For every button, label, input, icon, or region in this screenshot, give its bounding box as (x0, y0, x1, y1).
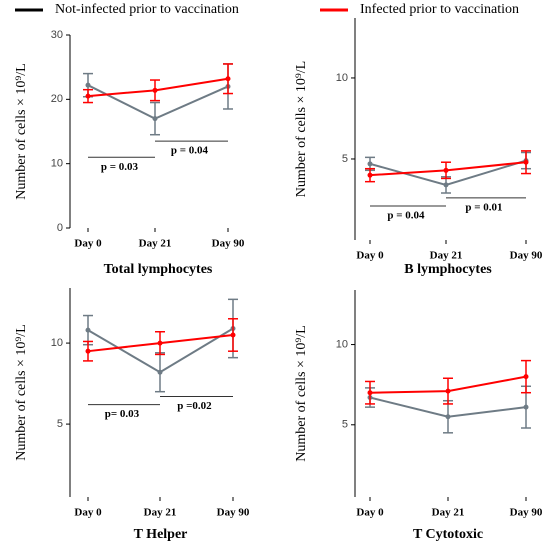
y-axis-label: Number of cells × 10⁹/L (294, 325, 309, 461)
point (85, 93, 91, 99)
p-value: p = 0.04 (171, 145, 209, 157)
x-tick-label: Day 0 (356, 507, 384, 519)
panel-title: B lymphocytes (404, 262, 492, 277)
point (157, 369, 163, 375)
x-tick-label: Day 21 (144, 507, 177, 519)
point (85, 82, 91, 88)
point (443, 182, 449, 188)
legend-label: Infected prior to vaccination (360, 2, 519, 17)
legend-label: Not-infected prior to vaccination (55, 2, 239, 17)
y-tick-label: 10 (336, 72, 348, 84)
p-value: p = 0.01 (465, 201, 502, 213)
x-tick-label: Day 90 (217, 507, 250, 519)
point (523, 159, 529, 165)
series-line (87, 77, 229, 98)
point (225, 76, 231, 82)
y-tick-label: 5 (342, 419, 348, 431)
x-tick-label: Day 0 (74, 507, 102, 519)
point (445, 388, 451, 394)
point (85, 348, 91, 354)
point (445, 414, 451, 420)
y-tick-label: 10 (51, 337, 63, 349)
x-tick-label: Day 21 (139, 238, 172, 250)
point (230, 332, 236, 338)
y-axis-label: Number of cells × 10⁹/L (294, 61, 309, 197)
x-tick-label: Day 0 (356, 250, 384, 262)
p-value: p = 0.04 (387, 210, 425, 222)
point (85, 327, 91, 333)
panel-title: T Helper (134, 527, 188, 542)
point (152, 116, 158, 122)
y-axis-label: Number of cells × 10⁹/L (14, 324, 29, 460)
panel-title: T Cytotoxic (413, 527, 483, 542)
x-tick-label: Day 90 (510, 250, 543, 262)
y-tick-label: 20 (51, 93, 63, 105)
point (367, 172, 373, 178)
point (523, 404, 529, 410)
point (367, 161, 373, 167)
panel-title: Total lymphocytes (104, 262, 213, 277)
y-axis-label: Number of cells × 10⁹/L (14, 63, 29, 199)
p-value: p= 0.03 (105, 408, 140, 420)
y-tick-label: 10 (51, 158, 63, 170)
point (523, 374, 529, 380)
x-tick-label: Day 90 (212, 238, 245, 250)
point (152, 87, 158, 93)
point (157, 340, 163, 346)
y-tick-label: 30 (51, 29, 63, 41)
point (367, 390, 373, 396)
point (443, 167, 449, 173)
p-value: p = 0.03 (101, 161, 139, 173)
y-tick-label: 5 (57, 418, 63, 430)
x-tick-label: Day 0 (74, 238, 102, 250)
x-tick-label: Day 90 (510, 507, 543, 519)
p-value: p =0.02 (177, 400, 212, 412)
y-tick-label: 0 (57, 222, 63, 234)
y-tick-label: 5 (342, 153, 348, 165)
y-tick-label: 10 (336, 338, 348, 350)
x-tick-label: Day 21 (432, 507, 465, 519)
x-tick-label: Day 21 (430, 250, 463, 262)
